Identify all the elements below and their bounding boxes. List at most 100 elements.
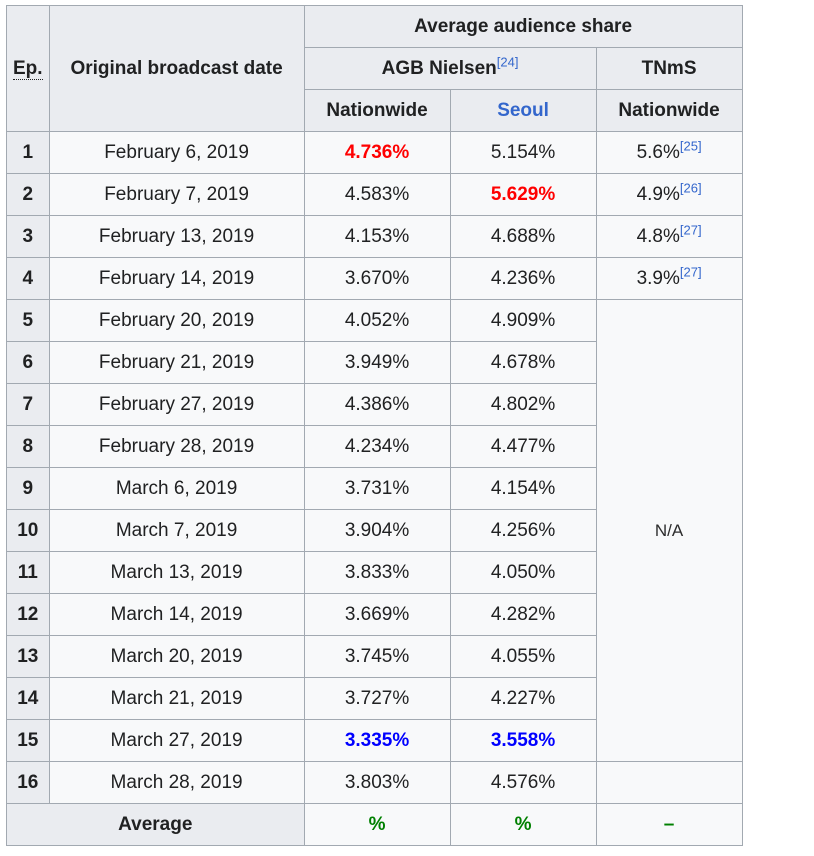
broadcast-date: March 21, 2019 [48, 677, 305, 720]
seoul-rating: 4.576% [449, 761, 597, 804]
table-row: 3 February 13, 2019 4.153% 4.688% 4.8%[2… [6, 215, 743, 258]
table-row: 9 March 6, 2019 3.731% 4.154% [6, 467, 743, 510]
tnms-rating: 5.6%[25] [595, 131, 743, 174]
nationwide-rating: 3.745% [303, 635, 451, 678]
table-row: 16 March 28, 2019 3.803% 4.576% [6, 761, 743, 804]
episode-number: 2 [6, 173, 50, 216]
broadcast-date: February 13, 2019 [48, 215, 305, 258]
broadcast-date: February 6, 2019 [48, 131, 305, 174]
seoul-rating: 4.154% [449, 467, 597, 510]
average-row: Average % % – [6, 803, 743, 846]
average-share-header: Average audience share [303, 5, 743, 48]
episode-number: 12 [6, 593, 50, 636]
table-row: 5 February 20, 2019 4.052% 4.909% N/A [6, 299, 743, 762]
highest-rating: 4.736% [344, 141, 410, 163]
broadcast-date: February 20, 2019 [48, 299, 305, 342]
tnms-value: 3.9% [636, 267, 680, 289]
episode-number: 15 [6, 719, 50, 762]
nationwide-rating: 4.234% [303, 425, 451, 468]
seoul-rating: 5.154% [449, 131, 597, 174]
broadcast-date: March 7, 2019 [48, 509, 305, 552]
broadcast-date: March 20, 2019 [48, 635, 305, 678]
seoul-link[interactable]: Seoul [497, 99, 549, 121]
lowest-rating: 3.335% [344, 729, 410, 751]
tnms-reference-link[interactable]: [27] [679, 264, 702, 280]
nationwide-rating: 3.335% [303, 719, 451, 762]
tnms-not-available: N/A [595, 299, 743, 762]
ratings-table: Ep. Original broadcast date Average audi… [6, 5, 743, 846]
nationwide-rating: 3.670% [303, 257, 451, 300]
seoul-rating: 4.055% [449, 635, 597, 678]
episode-number: 7 [6, 383, 50, 426]
seoul-rating: 4.282% [449, 593, 597, 636]
table-row: 4 February 14, 2019 3.670% 4.236% 3.9%[2… [6, 257, 743, 300]
tnms-value: 4.9% [636, 183, 680, 205]
nationwide-rating: 4.386% [303, 383, 451, 426]
seoul-rating: 4.477% [449, 425, 597, 468]
table-row: 6 February 21, 2019 3.949% 4.678% [6, 341, 743, 384]
tnms-rating: 4.8%[27] [595, 215, 743, 258]
broadcast-date: February 27, 2019 [48, 383, 305, 426]
tnms-reference-link[interactable]: [27] [679, 222, 702, 238]
nationwide-rating: 4.583% [303, 173, 451, 216]
episode-number: 9 [6, 467, 50, 510]
tnms-rating: 3.9%[27] [595, 257, 743, 300]
seoul-rating: 4.909% [449, 299, 597, 342]
episode-number: 8 [6, 425, 50, 468]
tnms-rating: 4.9%[26] [595, 173, 743, 216]
broadcast-date: March 27, 2019 [48, 719, 305, 762]
nationwide-rating: 3.731% [303, 467, 451, 510]
agb-nationwide-header: Nationwide [303, 89, 451, 132]
table-row: 2 February 7, 2019 4.583% 5.629% 4.9%[26… [6, 173, 743, 216]
average-seoul: % [514, 813, 532, 835]
tnms-value: 4.8% [636, 225, 680, 247]
table-row: 15 March 27, 2019 3.335% 3.558% [6, 719, 743, 762]
highest-rating: 5.629% [490, 183, 556, 205]
tnms-empty-cell [595, 761, 743, 804]
episode-number: 13 [6, 635, 50, 678]
agb-reference[interactable]: [24] [497, 54, 519, 69]
episode-number: 3 [6, 215, 50, 258]
nationwide-rating: 3.727% [303, 677, 451, 720]
nationwide-rating: 3.904% [303, 509, 451, 552]
seoul-rating: 4.802% [449, 383, 597, 426]
seoul-rating: 4.050% [449, 551, 597, 594]
tnms-reference-link[interactable]: [26] [679, 180, 702, 196]
average-label: Average [6, 803, 305, 846]
ratings-table-wrapper: Ep. Original broadcast date Average audi… [6, 5, 743, 846]
table-row: 8 February 28, 2019 4.234% 4.477% [6, 425, 743, 468]
nationwide-rating: 3.949% [303, 341, 451, 384]
episode-header: Ep. [6, 5, 50, 132]
seoul-rating: 4.227% [449, 677, 597, 720]
tnms-nationwide-header: Nationwide [595, 89, 743, 132]
nationwide-rating: 3.803% [303, 761, 451, 804]
tnms-header: TNmS [595, 47, 743, 90]
table-row: 7 February 27, 2019 4.386% 4.802% [6, 383, 743, 426]
episode-number: 6 [6, 341, 50, 384]
table-row: 12 March 14, 2019 3.669% 4.282% [6, 593, 743, 636]
table-row: 1 February 6, 2019 4.736% 5.154% 5.6%[25… [6, 131, 743, 174]
seoul-rating: 3.558% [449, 719, 597, 762]
nationwide-rating: 4.052% [303, 299, 451, 342]
broadcast-date: March 14, 2019 [48, 593, 305, 636]
nationwide-rating: 3.833% [303, 551, 451, 594]
episode-number: 14 [6, 677, 50, 720]
seoul-rating: 4.236% [449, 257, 597, 300]
seoul-rating: 4.256% [449, 509, 597, 552]
agb-nielsen-label: AGB Nielsen [381, 57, 497, 79]
episode-number: 10 [6, 509, 50, 552]
agb-nielsen-header: AGB Nielsen[24] [303, 47, 597, 90]
nationwide-rating: 3.669% [303, 593, 451, 636]
seoul-rating: 5.629% [449, 173, 597, 216]
tnms-reference-link[interactable]: [25] [679, 138, 702, 154]
average-nationwide: % [368, 813, 386, 835]
broadcast-date: March 13, 2019 [48, 551, 305, 594]
broadcast-date: March 6, 2019 [48, 467, 305, 510]
agb-seoul-header[interactable]: Seoul [449, 89, 597, 132]
nationwide-rating: 4.153% [303, 215, 451, 258]
seoul-rating: 4.678% [449, 341, 597, 384]
agb-reference-link[interactable]: [24] [496, 54, 519, 70]
episode-number: 4 [6, 257, 50, 300]
broadcast-date: February 28, 2019 [48, 425, 305, 468]
episode-abbr[interactable]: Ep. [13, 57, 43, 80]
